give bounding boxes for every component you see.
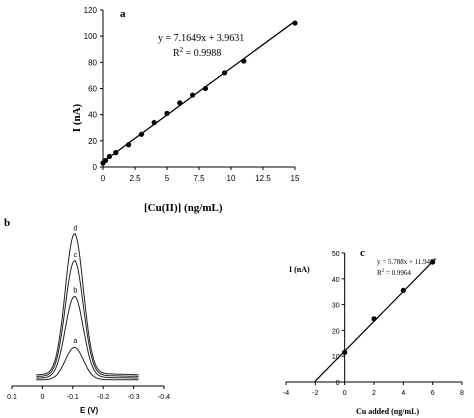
panel-c-y-tick-label: 0 bbox=[336, 380, 340, 387]
panel-a-fit-line bbox=[102, 20, 296, 163]
panel-a-data-point bbox=[164, 110, 170, 116]
panel-a-data-point bbox=[106, 153, 112, 160]
panel-b-x-tick-label: 0 bbox=[40, 394, 44, 401]
panel-a-data-point bbox=[292, 20, 298, 26]
panel-c-x-tick-label: 2 bbox=[372, 390, 376, 397]
panel-a-x-tick-label: 15 bbox=[291, 174, 300, 183]
panel-a-x-tick-label: 12.5 bbox=[255, 174, 271, 183]
panel-b-curve-label: d bbox=[73, 226, 77, 233]
panel-c-r2: R2 = 0.9964 bbox=[377, 269, 411, 277]
panel-a-equation: y = 7.1649x + 3.9631 bbox=[158, 33, 244, 44]
panel-a-y-tick-label: 120 bbox=[84, 6, 98, 15]
panel-b-curve bbox=[36, 233, 139, 376]
panel-c-x-tick-label: -4 bbox=[283, 390, 289, 397]
panel-a-data-point bbox=[190, 92, 196, 98]
panel-c-x-tick-label: 0 bbox=[343, 390, 347, 397]
panel-c-x-tick-label: 8 bbox=[460, 390, 464, 397]
panel-a-r2-sup: 2 bbox=[180, 46, 184, 54]
panel-c-x-tick-label: 6 bbox=[431, 390, 435, 397]
panel-c-r2-value: = 0.9964 bbox=[384, 269, 411, 277]
panel-c-r2-prefix: R bbox=[377, 269, 382, 277]
panel-a-data-point bbox=[202, 85, 208, 92]
panel-a-data-point bbox=[126, 142, 132, 148]
panel-a-y-ticks: 0 20 40 60 80 100 120 bbox=[84, 6, 103, 172]
panel-c-points bbox=[342, 259, 436, 355]
panel-a-points bbox=[100, 20, 298, 166]
panel-a-x-tick-label: 5 bbox=[165, 174, 170, 183]
panel-b-curve-label: a bbox=[73, 338, 77, 345]
panel-b-curve bbox=[36, 260, 139, 377]
panel-a-r2: R2 = 0.9988 bbox=[173, 46, 221, 59]
panel-b-x-tick-label: -0.1 bbox=[67, 394, 79, 401]
panel-b-x-label: E (V) bbox=[80, 406, 99, 415]
panel-c-y-tick-label: 20 bbox=[332, 328, 340, 335]
panel-c-y-label: I (nA) bbox=[289, 265, 310, 274]
panel-c-letter: c bbox=[360, 247, 365, 259]
panel-c-r2-sup: 2 bbox=[382, 269, 385, 274]
panel-a-x-label: [Cu(II)] (ng/mL) bbox=[144, 202, 223, 214]
panel-a-data-point bbox=[138, 131, 144, 137]
panel-c-y-tick-label: 50 bbox=[332, 251, 340, 258]
panel-c-y-tick-label: 30 bbox=[332, 303, 340, 310]
panel-a-data-point bbox=[241, 58, 247, 64]
panel-c-x-label: Cu added (ng/mL) bbox=[356, 407, 419, 416]
panel-b-curve-label: c bbox=[74, 252, 78, 259]
panel-a-data-point bbox=[222, 70, 228, 76]
panel-c-x-tick-label: -2 bbox=[312, 390, 318, 397]
panel-b-x-tick-label: -0.3 bbox=[128, 394, 140, 401]
panel-a-regression-line bbox=[102, 20, 296, 163]
panel-b-curve bbox=[36, 295, 139, 379]
panel-b-curves: a b c d bbox=[36, 226, 139, 381]
panel-b-x-tick-label: 0.1 bbox=[7, 394, 17, 401]
panel-b-curve bbox=[36, 346, 139, 381]
panel-c-data-point bbox=[342, 349, 348, 355]
panel-b-x-ticks: 0.1 0 -0.1 -0.2 -0.3 -0.4 bbox=[7, 386, 170, 401]
panel-a-y-tick-label: 20 bbox=[88, 137, 97, 146]
panel-a-chart: 0 20 40 60 80 100 120 0 2.5 5 7.5 10 12.5 15 y = 7.1… bbox=[71, 6, 300, 214]
panel-a-y-tick-label: 40 bbox=[88, 111, 97, 120]
panel-c-data-point bbox=[371, 316, 377, 322]
panel-b-x-tick-label: -0.4 bbox=[158, 394, 170, 401]
panel-a-r2-prefix: R bbox=[173, 48, 180, 59]
panel-a-y-tick-label: 60 bbox=[88, 85, 97, 94]
panel-a-r2-value: = 0.9988 bbox=[183, 48, 221, 59]
panel-c-data-point bbox=[430, 259, 436, 265]
panel-b-chart: 0.1 0 -0.1 -0.2 -0.3 -0.4 a b c d E (V) bbox=[7, 226, 170, 416]
panel-a-x-tick-label: 0 bbox=[101, 174, 106, 183]
panel-a-y-tick-label: 0 bbox=[93, 163, 98, 172]
panel-c-chart: 0 10 20 30 40 50 -4 -2 0 2 4 6 8 y = 5.788x + 11.94… bbox=[283, 251, 464, 416]
panel-c-equation: y = 5.788x + 11.946 bbox=[377, 258, 434, 266]
panel-a-data-point bbox=[113, 150, 119, 156]
panel-b-letter: b bbox=[4, 217, 10, 229]
panel-c-data-point bbox=[400, 287, 406, 294]
panel-b-curve-label: b bbox=[73, 287, 77, 294]
panel-a-y-tick-label: 100 bbox=[84, 32, 98, 41]
panel-c-x-ticks: -4 -2 0 2 4 6 8 bbox=[283, 382, 464, 397]
panel-c-x-tick-label: 4 bbox=[401, 390, 405, 397]
panel-c-y-tick-label: 40 bbox=[332, 277, 340, 284]
panel-b-x-tick-label: -0.2 bbox=[97, 394, 109, 401]
panel-a-x-tick-label: 10 bbox=[227, 174, 236, 183]
panel-a-x-ticks: 0 2.5 5 7.5 10 12.5 15 bbox=[101, 167, 300, 183]
panel-c-y-tick-label: 10 bbox=[332, 354, 340, 361]
panel-c-y-ticks: 0 10 20 30 40 50 bbox=[332, 251, 345, 387]
panel-a-x-tick-label: 2.5 bbox=[129, 174, 141, 183]
panel-a-x-tick-label: 7.5 bbox=[193, 174, 205, 183]
panel-a-y-tick-label: 80 bbox=[88, 58, 97, 67]
panel-a-data-point bbox=[102, 157, 109, 164]
panel-a-y-label: I (nA) bbox=[71, 103, 83, 132]
panel-a-letter: a bbox=[120, 8, 126, 20]
panel-a-data-point bbox=[151, 119, 157, 126]
panel-a-data-point bbox=[177, 100, 183, 106]
